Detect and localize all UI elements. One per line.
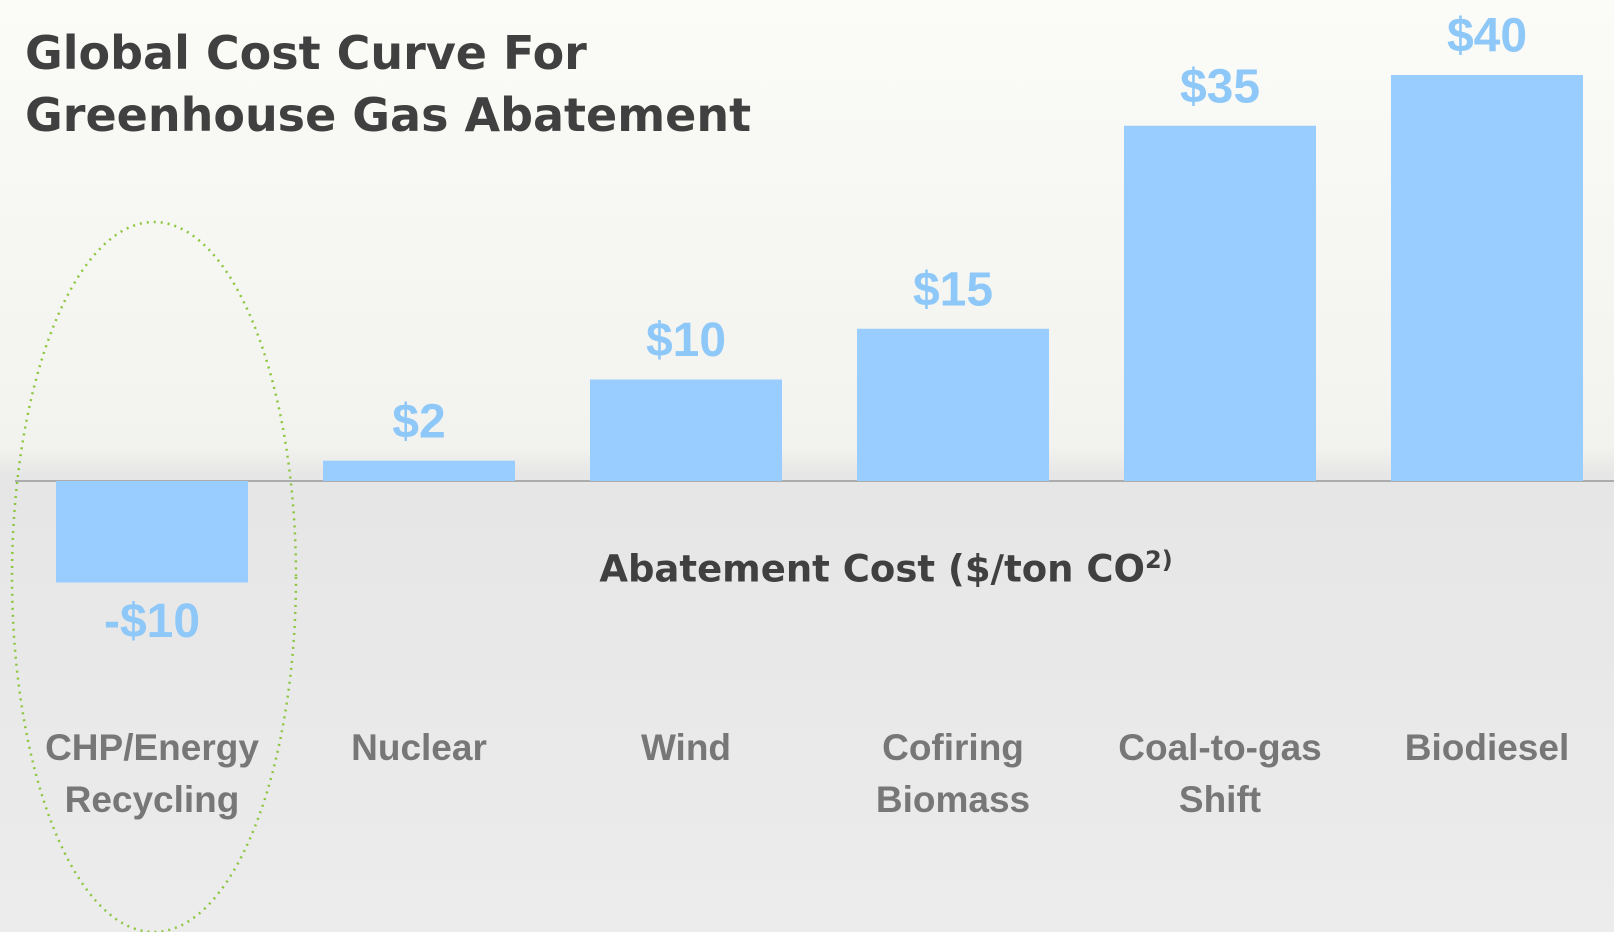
x-tick-label: Coal-to-gas Shift	[1118, 727, 1322, 820]
chart-title: Global Cost Curve For Greenhouse Gas Aba…	[25, 26, 752, 142]
x-tick-label: Biodiesel	[1404, 727, 1570, 768]
bar	[323, 460, 515, 481]
value-label: $2	[392, 395, 445, 448]
bar	[1124, 125, 1316, 481]
value-label: $40	[1447, 10, 1527, 63]
bar	[56, 481, 248, 583]
axis-title: Abatement Cost ($/ton CO2)	[0, 546, 1614, 590]
bar	[590, 379, 782, 481]
x-tick-label: Nuclear	[351, 727, 487, 768]
x-tick-label: Wind	[640, 727, 732, 768]
x-tick-label: Cofiring Biomass	[875, 727, 1031, 820]
bar	[857, 328, 1049, 481]
value-label: -$10	[104, 595, 200, 648]
highlight-ellipse	[10, 220, 298, 932]
axis-title-text: Abatement Cost ($/ton CO	[599, 547, 1146, 591]
value-label: $35	[1180, 60, 1260, 113]
axis-title-superscript: 2)	[1145, 546, 1173, 574]
value-label: $10	[646, 314, 726, 367]
x-tick-label: CHP/Energy Recycling	[45, 727, 259, 820]
bar	[1391, 75, 1583, 481]
value-label: $15	[913, 263, 993, 316]
